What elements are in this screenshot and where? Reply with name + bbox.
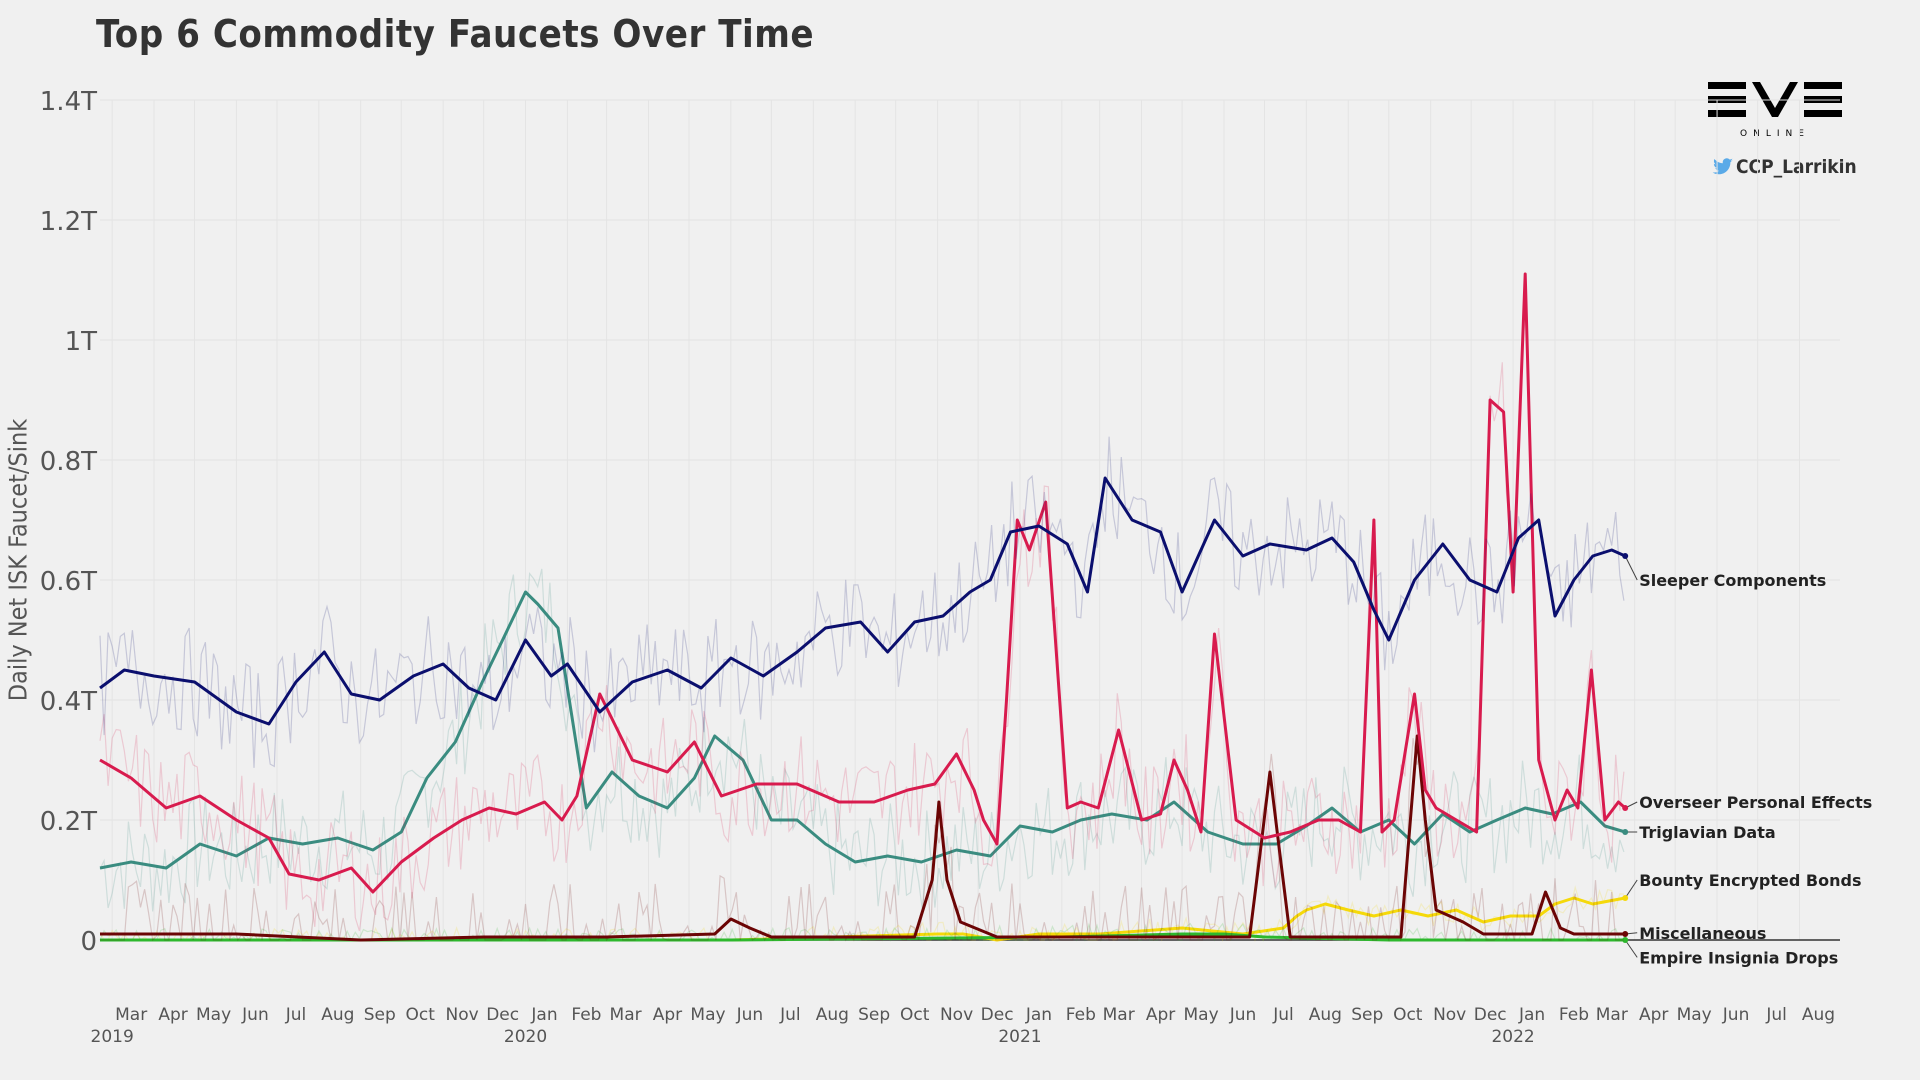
x-tick-label: May <box>196 1005 231 1025</box>
series-end-point <box>1622 937 1629 943</box>
x-tick-label: Sep <box>858 1005 890 1025</box>
x-tick-label: Nov <box>940 1005 973 1025</box>
x-tick-label: Jul <box>1272 1005 1294 1025</box>
x-tick-label: Mar <box>1103 1005 1135 1025</box>
series-line-5 <box>100 932 1626 942</box>
series-end-point <box>1622 829 1629 835</box>
series-label: Overseer Personal Effects <box>1639 793 1872 812</box>
x-tick-label: May <box>1677 1005 1712 1025</box>
series-label: Sleeper Components <box>1639 571 1826 590</box>
x-year-label: 2020 <box>504 1027 547 1047</box>
x-tick-label: Mar <box>1596 1005 1628 1025</box>
series-label-leader <box>1624 939 1638 958</box>
x-year-label: 2019 <box>91 1027 134 1047</box>
x-year-label: 2022 <box>1491 1027 1534 1047</box>
twitter-handle-text: CCP_Larrikin <box>1736 156 1857 178</box>
x-tick-label: Jul <box>285 1005 307 1025</box>
series-line-4 <box>100 734 1626 942</box>
series-line-1 <box>99 272 1627 894</box>
series-label: Empire Insignia Drops <box>1639 948 1838 967</box>
logo-subtext: ONLINE <box>1740 129 1810 139</box>
x-tick-label: Jul <box>779 1005 801 1025</box>
x-tick-label: Nov <box>446 1005 479 1025</box>
x-tick-label: Feb <box>1066 1005 1096 1025</box>
x-tick-label: Sep <box>364 1005 396 1025</box>
x-tick-label: May <box>1184 1005 1219 1025</box>
x-tick-label: Nov <box>1433 1005 1466 1025</box>
y-tick-label: 1.2T <box>40 207 97 237</box>
series-label: Bounty Encrypted Bonds <box>1639 871 1861 890</box>
x-tick-label: Apr <box>1639 1005 1668 1025</box>
series-end-point <box>1622 805 1629 811</box>
x-tick-label: Jan <box>1518 1005 1545 1025</box>
x-tick-label: Jun <box>241 1005 269 1025</box>
x-tick-label: Sep <box>1351 1005 1383 1025</box>
series-label: Triglavian Data <box>1639 823 1775 842</box>
y-tick-label: 0 <box>80 927 97 957</box>
y-tick-label: 0.2T <box>40 807 97 837</box>
x-tick-label: Aug <box>321 1005 354 1025</box>
y-tick-label: 0.4T <box>40 687 97 717</box>
twitter-handle: CCP_Larrikin <box>1712 154 1857 180</box>
twitter-bird-icon <box>1712 158 1733 175</box>
series-end-point <box>1622 895 1629 901</box>
x-tick-label: Feb <box>571 1005 601 1025</box>
x-tick-label: Dec <box>486 1005 519 1025</box>
series-end-point <box>1622 931 1629 937</box>
x-tick-label: Jun <box>1229 1005 1257 1025</box>
series-noise-0 <box>99 436 1625 768</box>
series-end-point <box>1622 553 1629 559</box>
x-tick-label: Jun <box>736 1005 764 1025</box>
y-tick-label: 0.8T <box>40 447 97 477</box>
x-year-label: 2021 <box>998 1027 1041 1047</box>
series-label-leader <box>1624 555 1638 581</box>
y-tick-label: 1.4T <box>40 87 97 117</box>
x-tick-label: Dec <box>981 1005 1014 1025</box>
x-tick-label: Mar <box>610 1005 642 1025</box>
y-tick-label: 1T <box>65 327 98 357</box>
x-tick-label: Dec <box>1474 1005 1507 1025</box>
y-tick-label: 0.6T <box>40 567 97 597</box>
x-tick-label: Apr <box>653 1005 682 1025</box>
x-tick-label: Jan <box>1025 1005 1052 1025</box>
x-tick-label: Jul <box>1765 1005 1787 1025</box>
x-tick-label: Mar <box>115 1005 147 1025</box>
x-tick-label: Aug <box>816 1005 849 1025</box>
series-label-leader <box>1624 879 1638 899</box>
chart-title: Top 6 Commodity Faucets Over Time <box>96 12 815 56</box>
x-tick-label: Apr <box>1146 1005 1175 1025</box>
series-line-2 <box>99 590 1626 870</box>
x-tick-label: Oct <box>900 1005 930 1025</box>
x-tick-label: Jun <box>1722 1005 1750 1025</box>
x-tick-label: May <box>690 1005 725 1025</box>
x-tick-label: Apr <box>158 1005 187 1025</box>
x-tick-label: Oct <box>406 1005 436 1025</box>
series-label: Miscellaneous <box>1639 924 1766 943</box>
x-tick-label: Aug <box>1802 1005 1835 1025</box>
x-tick-label: Jan <box>530 1005 557 1025</box>
x-tick-label: Oct <box>1393 1005 1423 1025</box>
x-tick-label: Feb <box>1559 1005 1589 1025</box>
series-line-0 <box>99 476 1626 726</box>
x-tick-label: Aug <box>1309 1005 1342 1025</box>
